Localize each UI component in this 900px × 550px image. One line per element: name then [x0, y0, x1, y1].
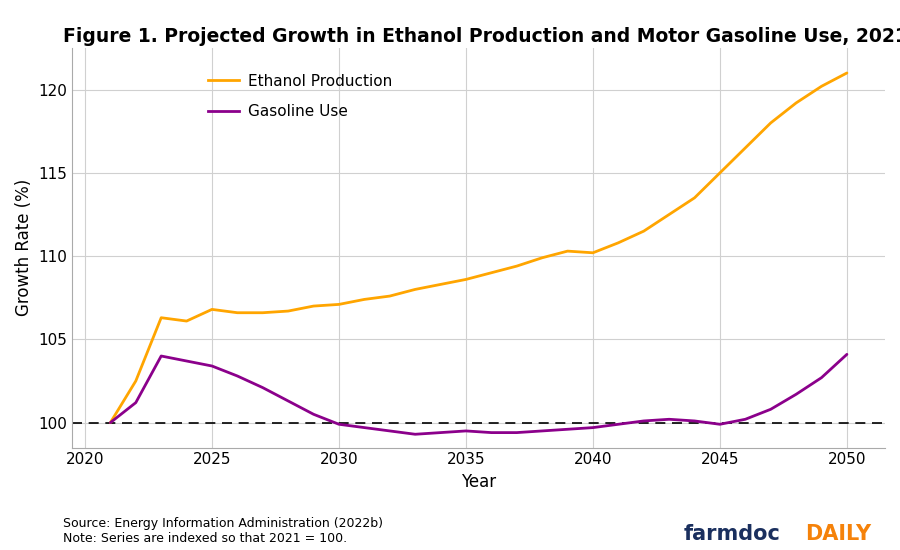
Text: farmdoc: farmdoc: [684, 525, 781, 544]
Y-axis label: Growth Rate (%): Growth Rate (%): [15, 179, 33, 316]
Text: Figure 1. Projected Growth in Ethanol Production and Motor Gasoline Use, 2021-20: Figure 1. Projected Growth in Ethanol Pr…: [63, 28, 900, 47]
X-axis label: Year: Year: [461, 473, 496, 491]
Text: Source: Energy Information Administration (2022b)
Note: Series are indexed so th: Source: Energy Information Administratio…: [63, 516, 383, 544]
Legend: Ethanol Production, Gasoline Use: Ethanol Production, Gasoline Use: [202, 68, 398, 125]
Text: DAILY: DAILY: [806, 525, 871, 544]
